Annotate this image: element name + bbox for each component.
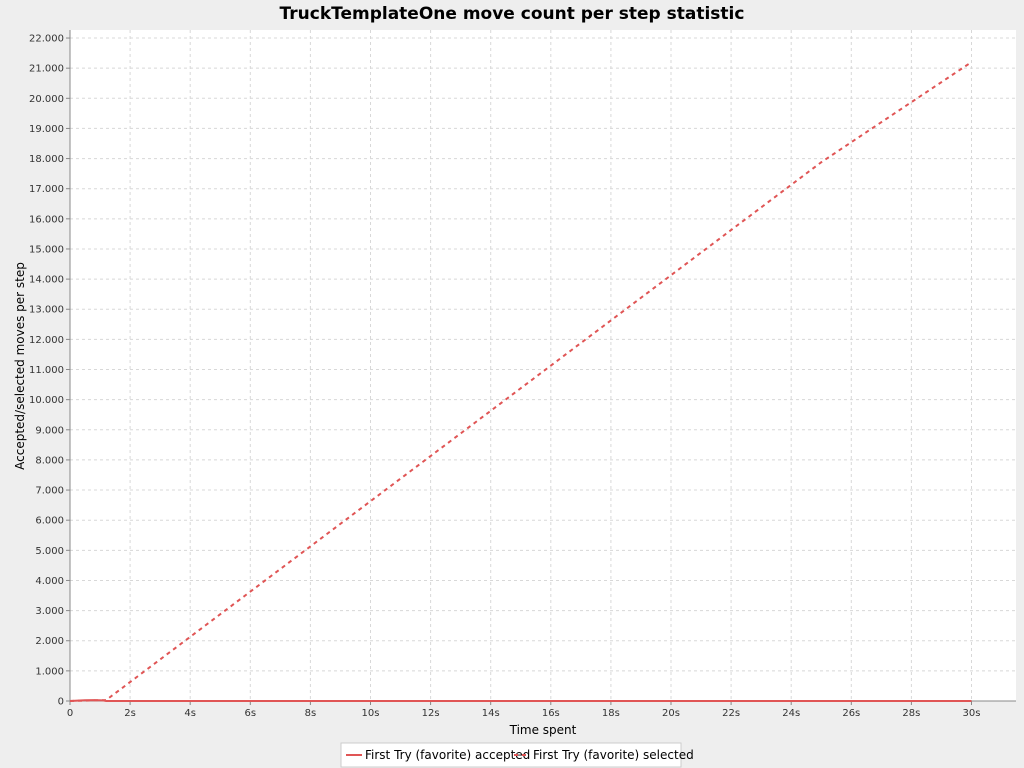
y-tick-label: 6.000 bbox=[35, 516, 64, 527]
y-tick-label: 13.000 bbox=[29, 305, 64, 316]
y-tick-label: 21.000 bbox=[29, 64, 64, 75]
y-axis-label: Accepted/selected moves per step bbox=[13, 262, 27, 470]
y-tick-label: 16.000 bbox=[29, 214, 64, 225]
gridlines bbox=[70, 30, 1016, 701]
axes: 0 2s 4s 6s 8s 10s 12s 14s 16s 18s 20s 22s 24s 26s 28s 3… bbox=[29, 30, 1016, 719]
plot-area bbox=[70, 30, 1016, 701]
y-tick-label: 22.000 bbox=[29, 34, 64, 45]
x-tick-label: 8s bbox=[305, 708, 317, 719]
y-tick-label: 20.000 bbox=[29, 94, 64, 105]
chart-title: TruckTemplateOne move count per step sta… bbox=[280, 4, 745, 24]
x-tick-label: 10s bbox=[362, 708, 380, 719]
x-tick-label: 22s bbox=[722, 708, 740, 719]
x-tick-label: 28s bbox=[902, 708, 920, 719]
y-tick-label: 3.000 bbox=[35, 606, 64, 617]
x-tick-label: 0 bbox=[67, 708, 73, 719]
x-tick-label: 18s bbox=[602, 708, 620, 719]
x-tick-label: 24s bbox=[782, 708, 800, 719]
x-tick-label: 26s bbox=[842, 708, 860, 719]
y-tick-label: 10.000 bbox=[29, 395, 64, 406]
y-tick-label: 12.000 bbox=[29, 335, 64, 346]
x-tick-label: 2s bbox=[124, 708, 136, 719]
y-tick-label: 17.000 bbox=[29, 184, 64, 195]
y-tick-label: 5.000 bbox=[35, 546, 64, 557]
legend: First Try (favorite) accepted First Try (… bbox=[340, 742, 694, 768]
y-tick-label: 0 bbox=[58, 697, 64, 708]
series-line-accepted bbox=[69, 699, 972, 702]
x-tick-label: 4s bbox=[184, 708, 196, 719]
y-tick-label: 4.000 bbox=[35, 576, 64, 587]
y-tick-label: 15.000 bbox=[29, 244, 64, 255]
y-tick-label: 2.000 bbox=[35, 636, 64, 647]
y-tick-label: 14.000 bbox=[29, 275, 64, 286]
x-tick-label: 6s bbox=[245, 708, 257, 719]
y-tick-label: 7.000 bbox=[35, 486, 64, 497]
y-tick-label: 11.000 bbox=[29, 365, 64, 376]
x-axis-label: Time spent bbox=[509, 723, 577, 737]
y-tick-label: 1.000 bbox=[35, 666, 64, 677]
legend-box bbox=[340, 742, 682, 768]
x-tick-label: 14s bbox=[482, 708, 500, 719]
y-tick-label: 8.000 bbox=[35, 455, 64, 466]
series-lines bbox=[69, 61, 973, 702]
x-tick-label: 30s bbox=[963, 708, 981, 719]
y-tick-label: 19.000 bbox=[29, 124, 64, 135]
y-tick-label: 18.000 bbox=[29, 154, 64, 165]
x-tick-label: 12s bbox=[422, 708, 440, 719]
legend-label: First Try (favorite) accepted bbox=[365, 748, 530, 762]
x-tick-label: 20s bbox=[662, 708, 680, 719]
x-tick-label: 16s bbox=[542, 708, 560, 719]
legend-label: First Try (favorite) selected bbox=[533, 748, 694, 762]
y-tick-label: 9.000 bbox=[35, 425, 64, 436]
